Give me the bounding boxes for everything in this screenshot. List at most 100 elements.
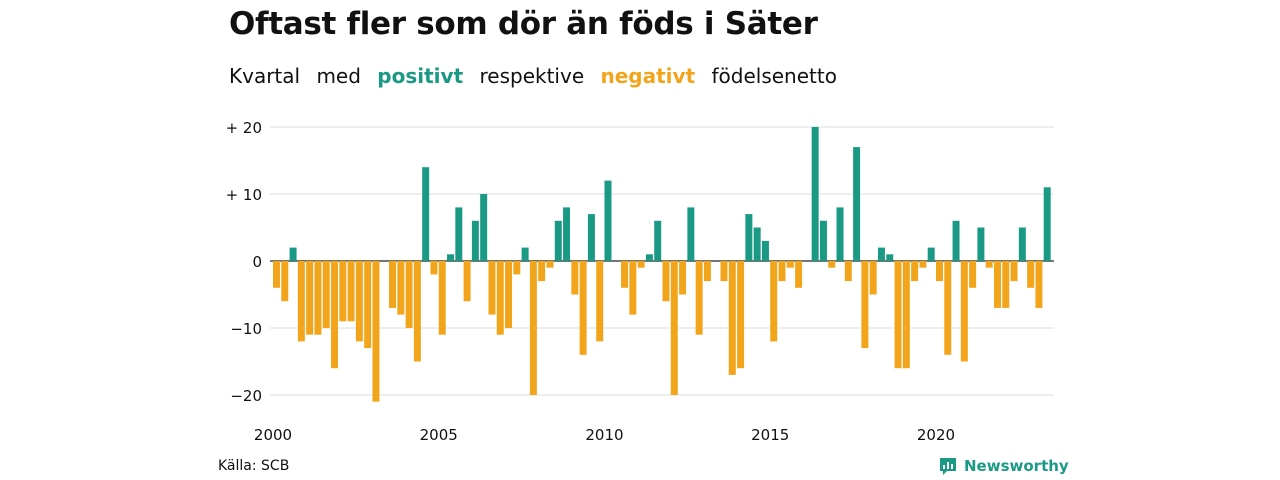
bar-positive xyxy=(836,207,844,261)
bar-negative xyxy=(662,261,670,302)
bar-negative xyxy=(571,261,579,295)
bar-negative xyxy=(331,261,338,369)
bar-negative xyxy=(438,261,446,335)
bar-negative xyxy=(314,261,322,335)
bar-positive xyxy=(886,254,894,261)
bar-negative xyxy=(430,261,438,275)
bar-positive xyxy=(587,214,595,261)
bar-positive xyxy=(853,147,861,261)
bar-negative xyxy=(621,261,629,288)
bar-negative xyxy=(869,261,877,295)
bar-positive xyxy=(761,240,769,261)
bar-negative xyxy=(306,261,314,335)
bar-positive xyxy=(554,220,562,261)
bar-negative xyxy=(546,261,554,268)
bar-positive xyxy=(877,247,885,261)
y-tick-label: 0 xyxy=(252,253,262,271)
bar-negative xyxy=(828,261,836,268)
bar-negative xyxy=(969,261,977,288)
subtitle-text-med: med xyxy=(316,64,361,88)
x-tick-label: 2005 xyxy=(420,426,458,444)
bar-positive xyxy=(471,220,479,261)
bar-negative xyxy=(496,261,504,335)
bar-negative xyxy=(297,261,305,342)
bar-negative xyxy=(778,261,786,282)
brand-logo: Newsworthy xyxy=(938,456,1069,476)
bar-positive xyxy=(1018,227,1026,261)
bar-negative xyxy=(339,261,347,322)
bar-negative xyxy=(695,261,703,335)
bar-negative xyxy=(670,261,678,395)
bar-negative xyxy=(993,261,1001,308)
bar-negative xyxy=(911,261,919,282)
subtitle-text-fodelsenetto: födelsenetto xyxy=(711,64,837,88)
bar-positive xyxy=(687,207,695,261)
bar-negative xyxy=(273,261,280,288)
bar-negative xyxy=(1002,261,1010,308)
x-tick-label: 2010 xyxy=(585,426,623,444)
bar-positive xyxy=(654,220,662,261)
bar-positive xyxy=(811,127,819,261)
bar-positive xyxy=(604,180,612,261)
bar-negative xyxy=(985,261,993,268)
y-tick-label: −10 xyxy=(230,320,262,338)
bar-negative xyxy=(488,261,496,315)
bar-negative xyxy=(894,261,902,369)
bar-negative xyxy=(579,261,587,355)
bar-negative xyxy=(372,261,380,402)
bar-negative xyxy=(405,261,413,328)
bar-positive xyxy=(455,207,463,261)
bar-negative xyxy=(960,261,968,362)
y-tick-label: + 20 xyxy=(226,119,262,137)
bar-positive xyxy=(819,220,827,261)
bar-positive xyxy=(977,227,985,261)
bar-negative xyxy=(281,261,289,302)
x-tick-label: 2015 xyxy=(751,426,789,444)
bar-negative xyxy=(637,261,645,268)
bar-negative xyxy=(1010,261,1018,282)
bar-positive xyxy=(645,254,653,261)
bar-negative xyxy=(737,261,745,369)
bar-positive xyxy=(927,247,935,261)
brand-name: Newsworthy xyxy=(964,457,1069,475)
bar-negative xyxy=(679,261,687,295)
bar-positive xyxy=(289,247,297,261)
bar-positive xyxy=(753,227,761,261)
bar-negative xyxy=(596,261,604,342)
bar-negative xyxy=(902,261,910,369)
bar-negative xyxy=(364,261,372,349)
bar-negative xyxy=(844,261,852,282)
source-note: Källa: SCB xyxy=(218,458,290,474)
subtitle-text-kvartal: Kvartal xyxy=(229,64,301,88)
chart-title: Oftast fler som dör än föds i Säter xyxy=(229,6,818,42)
bar-negative xyxy=(944,261,952,355)
bar-positive xyxy=(480,194,488,261)
y-tick-label: + 10 xyxy=(226,186,262,204)
bar-negative xyxy=(505,261,513,328)
bar-positive xyxy=(952,220,960,261)
bar-negative xyxy=(322,261,330,328)
bar-negative xyxy=(935,261,943,282)
bar-negative xyxy=(389,261,397,308)
bar-negative xyxy=(703,261,711,282)
newsworthy-logo-icon xyxy=(940,458,956,475)
bar-negative xyxy=(529,261,537,395)
subtitle-negative-label: negativt xyxy=(600,64,696,88)
bar-negative xyxy=(786,261,794,268)
bar-positive xyxy=(563,207,571,261)
subtitle-positive-label: positivt xyxy=(377,64,464,88)
bar-positive xyxy=(521,247,529,261)
bar-negative xyxy=(720,261,728,282)
chart-subtitle: Kvartal med positivt respektive negativt… xyxy=(229,64,837,88)
bar-positive xyxy=(745,214,753,261)
x-tick-label: 2020 xyxy=(917,426,955,444)
bar-negative xyxy=(513,261,521,275)
x-tick-label: 2000 xyxy=(254,426,292,444)
bar-positive xyxy=(422,167,430,261)
bar-negative xyxy=(795,261,803,288)
subtitle-text-respektive: respektive xyxy=(479,64,585,88)
bar-negative xyxy=(770,261,778,342)
bar-negative xyxy=(1027,261,1035,288)
bar-negative xyxy=(629,261,637,315)
